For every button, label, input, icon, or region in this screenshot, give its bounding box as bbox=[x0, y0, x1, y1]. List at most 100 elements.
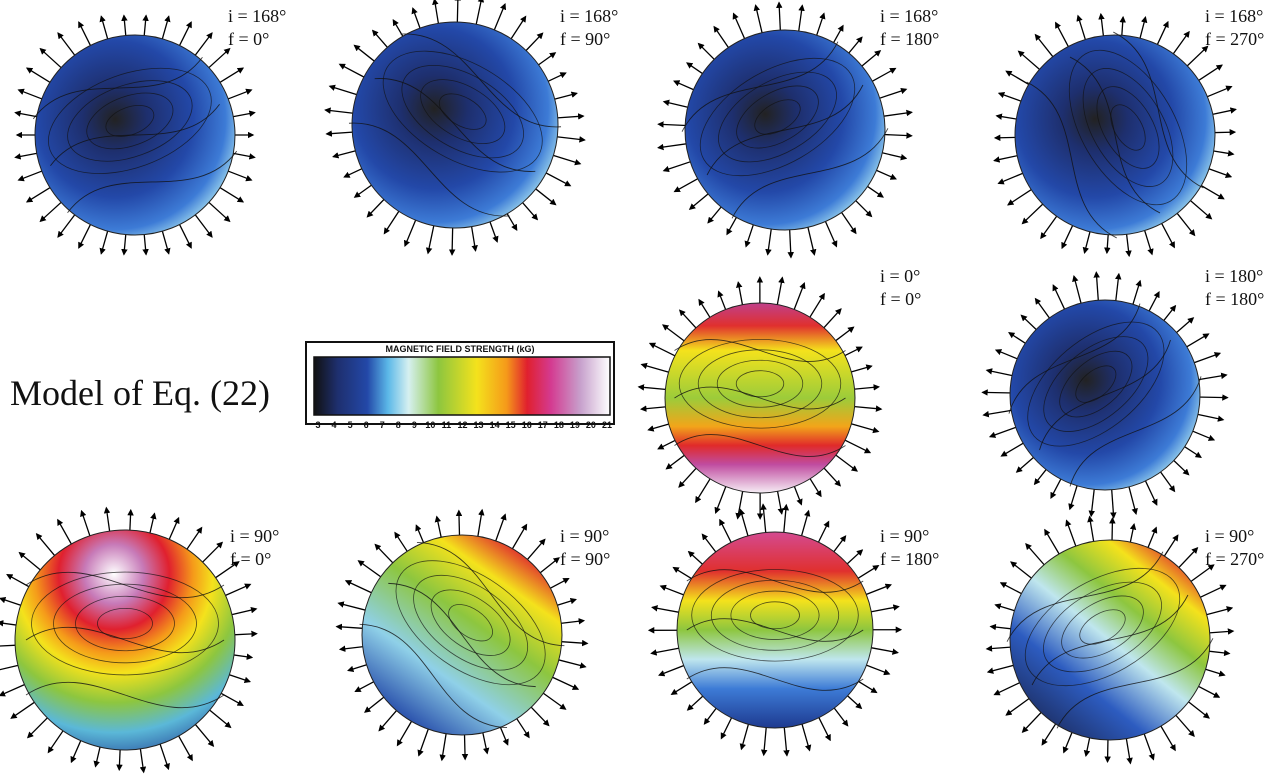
field-arrow bbox=[193, 721, 213, 746]
field-arrow bbox=[1204, 87, 1232, 99]
field-arrow bbox=[995, 681, 1024, 695]
colorbar-tick-label: 13 bbox=[474, 420, 484, 430]
field-arrow bbox=[1023, 710, 1044, 732]
field-arrow bbox=[1195, 375, 1227, 380]
sphere-panel: i = 90° f = 90° bbox=[337, 510, 611, 760]
inclination-label: i = 168° bbox=[560, 6, 618, 26]
colorbar-tick-label: 7 bbox=[380, 420, 385, 430]
field-arrow bbox=[1041, 213, 1059, 238]
phase-label: f = 90° bbox=[560, 549, 610, 569]
field-arrow bbox=[659, 664, 687, 675]
sphere-panel: i = 168° f = 270° bbox=[994, 6, 1264, 256]
sphere-panel: i = 180° f = 180° bbox=[983, 266, 1265, 518]
field-arrow bbox=[867, 647, 897, 653]
colorbar-tick-label: 3 bbox=[315, 420, 320, 430]
phase-label: f = 270° bbox=[1205, 549, 1264, 569]
inclination-label: i = 168° bbox=[1205, 6, 1263, 26]
field-arrow bbox=[11, 700, 37, 718]
field-arrow bbox=[510, 525, 526, 552]
field-arrow bbox=[27, 68, 53, 84]
field-arrow bbox=[1197, 585, 1226, 599]
field-arrow bbox=[1144, 477, 1157, 504]
field-arrow bbox=[880, 112, 912, 116]
field-arrow bbox=[346, 581, 375, 595]
field-arrow bbox=[642, 365, 673, 374]
colorbar-tick-label: 10 bbox=[425, 420, 435, 430]
field-arrow bbox=[1159, 723, 1175, 751]
colorbar-tick-label: 20 bbox=[586, 420, 596, 430]
field-arrow bbox=[808, 294, 824, 321]
colorbar-tick-label: 21 bbox=[602, 420, 612, 430]
field-arrow bbox=[207, 708, 231, 728]
colorbar-ramp bbox=[314, 357, 610, 415]
field-arrow bbox=[384, 208, 401, 233]
field-arrow bbox=[1035, 35, 1055, 60]
field-arrow bbox=[793, 283, 805, 313]
field-arrow bbox=[28, 715, 50, 737]
field-arrow bbox=[222, 584, 250, 597]
field-arrow bbox=[848, 423, 879, 432]
field-arrow bbox=[1096, 272, 1098, 304]
field-arrow bbox=[82, 511, 92, 539]
field-arrow bbox=[734, 14, 747, 43]
field-arrow bbox=[58, 33, 77, 58]
field-arrow bbox=[193, 33, 212, 58]
field-arrow bbox=[740, 510, 749, 540]
colorbar-tick-label: 12 bbox=[457, 420, 467, 430]
field-arrow bbox=[206, 200, 230, 222]
field-arrow bbox=[756, 5, 763, 36]
field-arrow bbox=[0, 683, 28, 696]
sphere-panel: i = 168°f = 90° bbox=[325, 0, 618, 255]
inclination-label: i = 180° bbox=[1205, 266, 1263, 286]
field-arrow bbox=[990, 426, 1019, 437]
field-arrow bbox=[784, 724, 787, 756]
field-arrow bbox=[1160, 220, 1174, 247]
sphere-panel: i = 0°f = 0° bbox=[639, 266, 921, 519]
field-arrow bbox=[675, 177, 701, 192]
field-arrow bbox=[1115, 274, 1118, 305]
field-arrow bbox=[493, 4, 505, 33]
field-arrow bbox=[359, 561, 384, 579]
field-arrow bbox=[801, 720, 810, 750]
field-arrow bbox=[1026, 544, 1047, 568]
colorbar-tick-label: 5 bbox=[348, 420, 353, 430]
field-arrow bbox=[1184, 47, 1207, 69]
field-arrow bbox=[999, 172, 1027, 184]
inclination-label: i = 168° bbox=[880, 6, 938, 26]
field-arrow bbox=[549, 676, 578, 690]
field-arrow bbox=[833, 453, 857, 471]
field-arrow bbox=[540, 691, 565, 709]
field-arrow bbox=[1196, 397, 1227, 398]
field-arrow bbox=[525, 539, 545, 562]
sphere-panel: i = 168°f = 0° bbox=[15, 6, 286, 254]
field-arrow bbox=[452, 224, 453, 255]
field-arrow bbox=[206, 49, 230, 71]
field-arrow bbox=[1006, 696, 1032, 715]
field-arrow bbox=[658, 143, 690, 147]
inclination-label: i = 90° bbox=[560, 526, 609, 546]
field-arrow bbox=[1019, 51, 1043, 72]
field-arrow bbox=[37, 534, 57, 559]
field-arrow bbox=[777, 278, 783, 309]
page: Model of Eq. (22) MAGNETIC FIELD STRENGT… bbox=[0, 0, 1280, 777]
field-arrow bbox=[664, 161, 694, 171]
field-arrow bbox=[339, 603, 369, 611]
field-arrow bbox=[876, 89, 906, 99]
field-arrow bbox=[696, 475, 712, 502]
phase-label: f = 180° bbox=[1205, 289, 1264, 309]
phase-label: f = 180° bbox=[880, 29, 939, 49]
field-arrow bbox=[217, 186, 243, 202]
field-arrow bbox=[1171, 32, 1189, 57]
field-arrow bbox=[442, 730, 447, 760]
field-arrow bbox=[419, 725, 430, 755]
field-arrow bbox=[1067, 521, 1078, 550]
field-arrow bbox=[40, 200, 64, 222]
field-arrow bbox=[842, 438, 870, 452]
phase-label: f = 270° bbox=[1205, 29, 1264, 49]
field-arrow bbox=[779, 3, 780, 34]
colorbar-tick-label: 17 bbox=[538, 420, 548, 430]
field-arrow bbox=[330, 86, 361, 95]
field-arrow bbox=[783, 505, 786, 536]
field-arrow bbox=[651, 647, 682, 653]
field-arrow bbox=[851, 406, 882, 409]
